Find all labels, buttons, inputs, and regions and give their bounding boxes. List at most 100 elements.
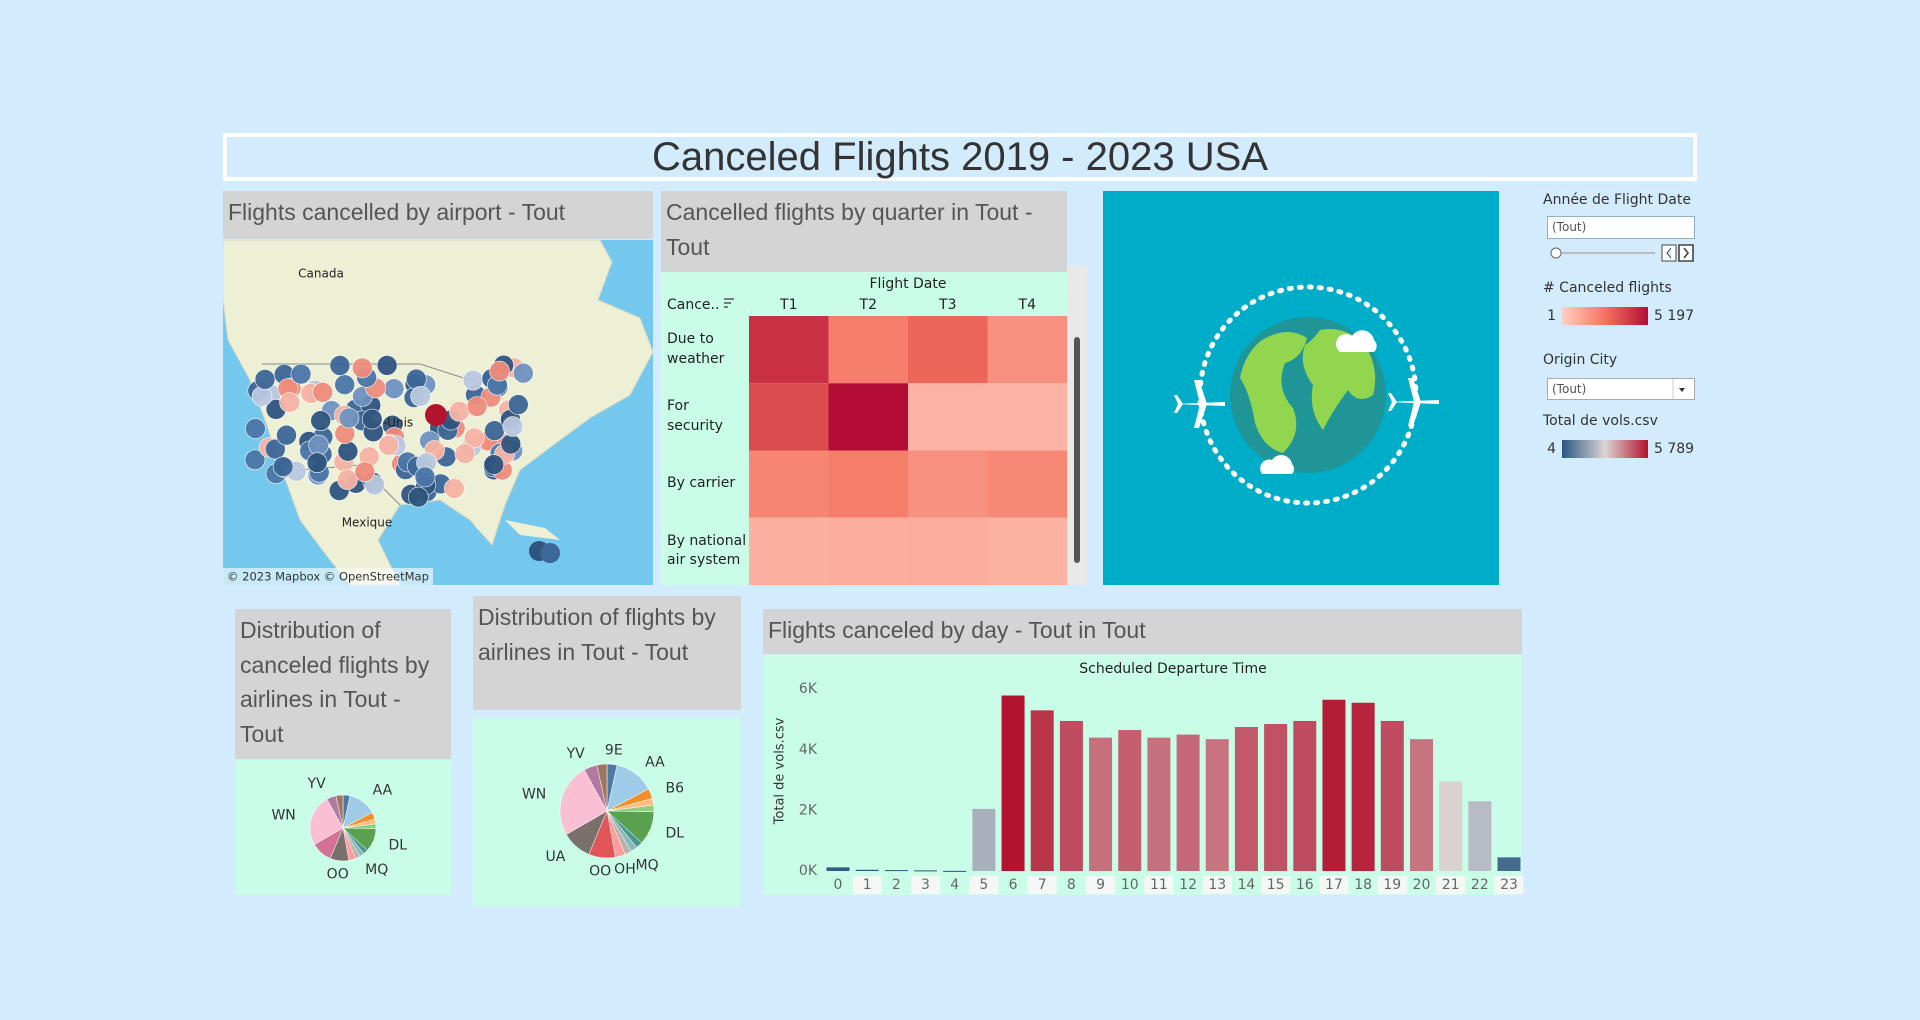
map-dot — [507, 394, 529, 415]
map-dot — [437, 419, 459, 441]
map-dot — [487, 376, 509, 398]
map-ocean — [223, 240, 653, 585]
legend-max: 5 197 — [1654, 308, 1694, 324]
map-dot — [502, 440, 524, 462]
map-dot — [529, 541, 549, 561]
map-dot — [362, 421, 384, 443]
map-dot — [430, 473, 452, 495]
map-dot — [500, 409, 521, 430]
map-dot — [462, 369, 484, 391]
panel-header: Flights canceled by day - Tout in Tout — [763, 609, 1522, 654]
legend-min: 4 — [1547, 441, 1556, 457]
map-dot — [483, 454, 505, 475]
x-tick-label: T3 — [939, 297, 957, 313]
map-dot — [285, 460, 307, 482]
legend-min: 1 — [1547, 308, 1556, 324]
filter-dropdown[interactable]: (Tout) — [1547, 216, 1695, 239]
map-dot — [440, 409, 462, 431]
y-tick-label: Due to weather — [667, 331, 725, 367]
map-dot — [410, 385, 431, 407]
legend-bar — [1562, 440, 1648, 458]
x-tick-label: T2 — [859, 297, 877, 313]
panel-header: Distribution of flights by airlines in T… — [473, 596, 741, 710]
map-dot — [321, 400, 342, 421]
map-border — [262, 359, 521, 506]
map-dot — [272, 456, 294, 478]
map-dot — [308, 461, 330, 483]
map-dot — [425, 404, 447, 426]
map-dot — [435, 446, 457, 468]
map-dot — [338, 407, 360, 429]
map-dot — [500, 433, 522, 455]
map-dot — [460, 436, 482, 458]
map-dot — [406, 456, 428, 477]
map-dot — [328, 480, 350, 501]
map-dot — [277, 378, 299, 399]
map-island — [505, 520, 560, 540]
x-axis-title: Flight Date — [869, 276, 947, 292]
map-dot — [279, 392, 300, 413]
map-dot — [416, 452, 437, 474]
map-label: Canada — [298, 267, 344, 281]
map-dot — [419, 430, 440, 452]
map-attribution-bg — [223, 568, 433, 585]
panel-header: Cancelled flights by quarter in Tout - T… — [661, 191, 1067, 272]
map-dot — [408, 486, 429, 508]
map-dot — [329, 355, 351, 376]
map-dot — [361, 408, 383, 430]
map-dot — [300, 383, 322, 404]
dashboard-title: Canceled Flights 2019 - 2023 USA — [223, 133, 1697, 181]
map-dot — [312, 381, 334, 403]
slider-next — [1678, 244, 1694, 262]
map-dot — [512, 362, 534, 384]
map-dot — [489, 360, 510, 382]
legend-bar — [1562, 307, 1648, 325]
map-dot — [306, 452, 328, 474]
map-dot — [405, 368, 427, 390]
map-dot — [334, 374, 356, 396]
x-tick-label: T4 — [1018, 297, 1036, 313]
map-dot — [299, 440, 321, 462]
y-tick-label: By national air system — [667, 532, 747, 569]
map-dot — [443, 478, 465, 499]
map-dot — [414, 466, 436, 488]
map-dot — [307, 464, 329, 486]
map-land — [223, 240, 653, 585]
map-dot — [333, 451, 355, 473]
map-dot — [356, 367, 377, 388]
map-dot — [354, 461, 376, 483]
map-dot — [273, 364, 295, 385]
map-dot — [358, 446, 380, 468]
map-dot — [454, 443, 476, 464]
map-dot — [310, 410, 332, 432]
map-dot — [449, 400, 470, 422]
map-dot — [465, 384, 486, 406]
map-dot — [333, 405, 355, 426]
map-dot — [334, 423, 356, 444]
slider-handle — [1550, 247, 1562, 259]
image-panel — [1103, 191, 1499, 585]
filter-label: Origin City — [1543, 352, 1618, 368]
map-dot — [345, 472, 367, 494]
map-dot — [477, 430, 499, 452]
map-dot — [403, 387, 425, 408]
map-dot — [491, 459, 513, 481]
map-dot — [265, 463, 287, 484]
map-dot — [481, 368, 503, 390]
map-dot — [312, 426, 334, 448]
map-dot — [265, 399, 287, 420]
map-dot — [376, 355, 398, 376]
map-dot — [503, 357, 525, 379]
panel-body — [473, 718, 741, 906]
map-dot — [364, 474, 385, 496]
map-dot — [308, 434, 329, 456]
legend-title: # Canceled flights — [1543, 280, 1672, 296]
map-dot — [483, 459, 505, 481]
map-dot — [247, 380, 269, 402]
map-dot — [487, 374, 508, 396]
map-dot — [498, 399, 520, 421]
filter-dropdown[interactable]: (Tout) — [1547, 378, 1695, 400]
map-dot — [395, 459, 416, 480]
map-dot — [540, 543, 560, 563]
